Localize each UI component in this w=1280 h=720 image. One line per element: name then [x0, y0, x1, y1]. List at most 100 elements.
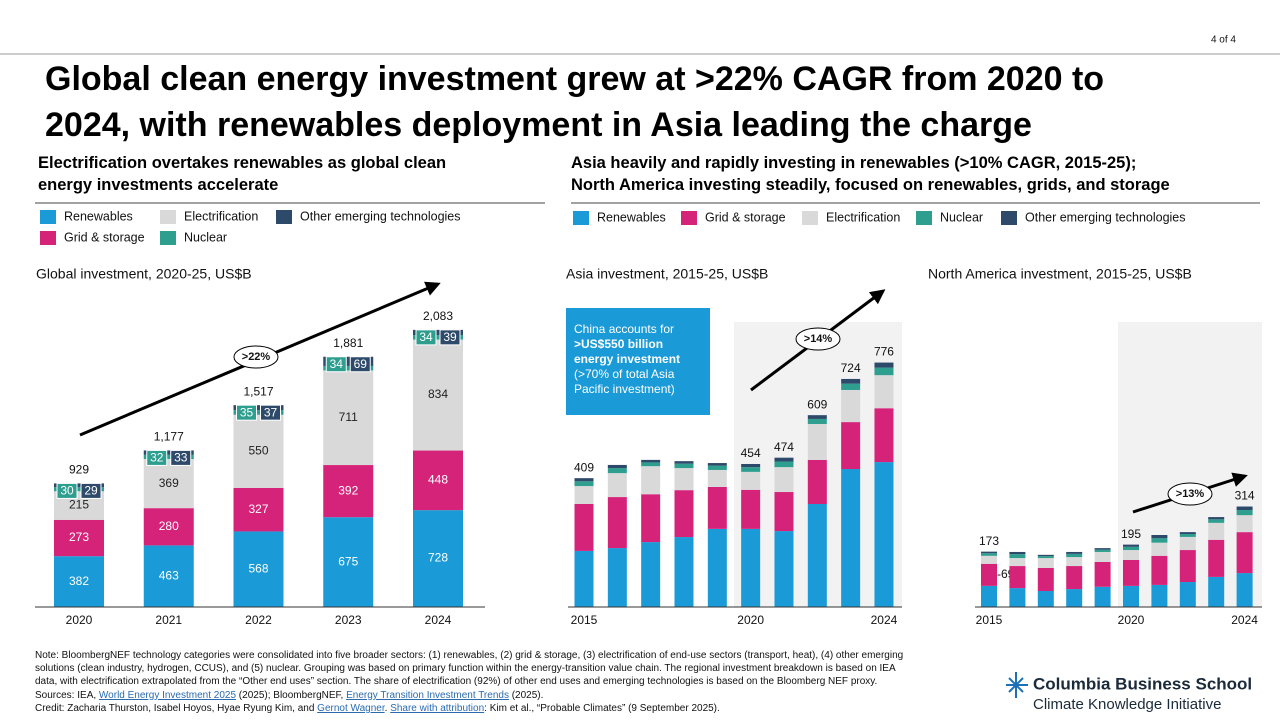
- bar-segment: [1208, 519, 1225, 523]
- logo-icon: [1006, 672, 1028, 698]
- x-tick-label: 2015: [571, 613, 598, 627]
- data-label: 39: [443, 330, 457, 344]
- bar-segment: [674, 461, 694, 464]
- label-box: [260, 404, 281, 421]
- notes: Note: BloombergNEF technology categories…: [35, 649, 903, 715]
- bar-segment: [874, 362, 894, 368]
- marks: Renewables Grid & storage Electrification N…: [35, 209, 1262, 627]
- bar-segment: [674, 463, 694, 469]
- logo-subtitle: Climate Knowledge Initiative: [1033, 696, 1221, 713]
- bar-segment: [607, 473, 627, 498]
- data-label: 728: [428, 551, 448, 565]
- bar-segment: [143, 508, 194, 546]
- total-label: 1,517: [243, 384, 273, 398]
- bar-segment: [774, 492, 794, 532]
- bar-segment: [741, 489, 761, 529]
- bar-segment: [143, 545, 194, 607]
- total-label: 929: [69, 463, 89, 477]
- bar-segment: [807, 418, 827, 424]
- bar-segment: [413, 510, 463, 607]
- annotation: >13%: [1176, 488, 1205, 500]
- bar-segment: [323, 365, 374, 371]
- text: .: [384, 702, 391, 714]
- annotation-oval: [795, 327, 841, 351]
- bar-segment: [1236, 506, 1253, 511]
- callout-bold: >US$550 billion energy investment: [574, 337, 681, 366]
- slide-title: Global clean energy investment grew at >…: [45, 56, 1104, 148]
- bar-segment: [741, 463, 761, 468]
- callout-text: China accounts for: [574, 322, 675, 336]
- bar-segment: [1094, 561, 1111, 587]
- legend-swatch: [276, 210, 292, 224]
- label-box: [146, 449, 168, 466]
- bar-segment: [413, 450, 463, 511]
- legend-label: Nuclear: [184, 230, 227, 244]
- bar-segment: [874, 375, 894, 409]
- title-line: 2024, with renewables deployment in Asia…: [45, 106, 1032, 144]
- bar-segment: [233, 531, 284, 607]
- label-box: [325, 356, 347, 373]
- callout: China accounts for >US$550 billion energ…: [566, 308, 710, 415]
- bar-segment: [841, 383, 861, 390]
- bar-segment: [1236, 532, 1253, 574]
- total-label: 724: [841, 361, 861, 375]
- bar-segment: [807, 459, 827, 504]
- bar-segment: [143, 454, 194, 460]
- bar-segment: [1037, 567, 1054, 591]
- legend-swatch: [40, 210, 56, 224]
- bar-segment: [233, 410, 284, 415]
- legend-swatch: [160, 231, 176, 245]
- total-label: 195: [1121, 527, 1141, 541]
- bar-segment: [1179, 582, 1196, 607]
- data-label: 35: [240, 405, 254, 419]
- bar-segment: [641, 459, 661, 463]
- bar-segment: [54, 487, 104, 492]
- bar-segment: [54, 556, 104, 607]
- bar-segment: [233, 405, 284, 411]
- data-label: 327: [248, 502, 268, 516]
- data-label: 280: [159, 519, 179, 533]
- data-label: 33: [174, 451, 188, 465]
- bar-segment: [707, 486, 727, 529]
- bar-segment: [1151, 535, 1168, 539]
- bar-segment: [981, 563, 997, 586]
- title-line: Global clean energy investment grew at >…: [45, 60, 1105, 98]
- bar-segment: [807, 503, 827, 607]
- bar-segment: [1236, 573, 1253, 607]
- annotation-oval: [1167, 482, 1213, 506]
- bar-segment: [807, 423, 827, 460]
- data-label: 568: [248, 561, 268, 575]
- bar-segment: [1123, 559, 1139, 586]
- legend-swatch: [681, 211, 697, 225]
- bar-segment: [674, 490, 694, 538]
- bar-segment: [1009, 558, 1026, 567]
- label-box: [236, 404, 257, 421]
- x-tick-label: 2023: [335, 613, 362, 627]
- bar-segment: [1208, 522, 1225, 540]
- bar-segment: [323, 465, 374, 518]
- bar-segment: [143, 450, 194, 455]
- data-label: 392: [338, 483, 358, 497]
- bar-segment: [607, 464, 627, 469]
- legend-label: Grid & storage: [705, 210, 786, 224]
- data-label: 675: [338, 554, 358, 568]
- data-label: 448: [428, 473, 448, 487]
- bar-segment: [1094, 551, 1111, 562]
- bar-segment: [1236, 515, 1253, 533]
- bar-segment: [707, 528, 727, 607]
- bar-segment: [413, 339, 463, 451]
- data-label: 29: [84, 484, 98, 498]
- text: Sources: IEA,: [35, 689, 99, 701]
- bar-segment: [1123, 544, 1139, 547]
- bar-segment: [1037, 591, 1054, 607]
- total-label: 173: [979, 534, 999, 548]
- total-label: 776: [874, 345, 894, 359]
- data-label: 834: [428, 387, 448, 401]
- bar-segment: [413, 335, 463, 340]
- data-label: 215: [69, 498, 89, 512]
- annotation-oval: [233, 345, 279, 369]
- bar-segment: [774, 467, 794, 493]
- bar-segment: [874, 367, 894, 376]
- data-label: 711: [339, 410, 358, 424]
